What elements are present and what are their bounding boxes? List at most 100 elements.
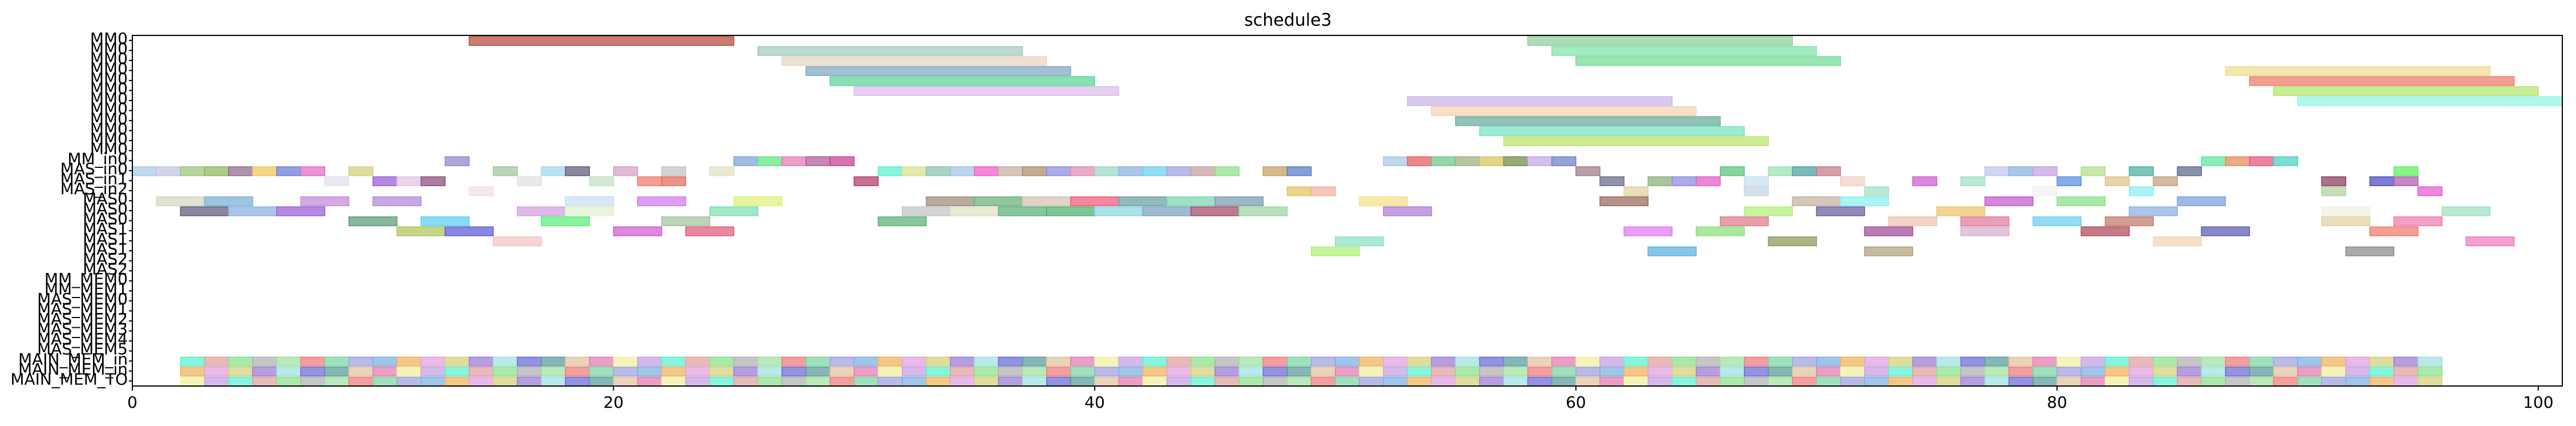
mem-bar bbox=[1720, 376, 1745, 387]
mem-bar bbox=[1503, 376, 1529, 387]
mem-bar bbox=[1118, 367, 1144, 377]
mem-bar bbox=[1599, 356, 1625, 367]
chart-title: schedule3 bbox=[1244, 10, 1332, 30]
mem-bar bbox=[637, 376, 662, 387]
y-tick-label: MM0 bbox=[90, 139, 128, 158]
task-bar bbox=[2321, 186, 2347, 196]
task-bar bbox=[396, 176, 422, 186]
mem-bar bbox=[252, 356, 277, 367]
mem-bar bbox=[805, 356, 831, 367]
mem-bar bbox=[1142, 356, 1168, 367]
mem-bar bbox=[1407, 376, 1432, 387]
mem-bar bbox=[1888, 356, 1913, 367]
task-bar bbox=[1864, 186, 1889, 196]
mem-bar bbox=[204, 356, 229, 367]
task-bar bbox=[2417, 186, 2443, 196]
mem-bar bbox=[1551, 367, 1577, 377]
task-bar bbox=[2393, 176, 2419, 186]
x-axis-ticks: 0 20 40 60 80 100 bbox=[127, 386, 2554, 412]
mem-bar bbox=[1744, 376, 1769, 387]
mem-bar bbox=[1286, 356, 1312, 367]
task-bar bbox=[950, 206, 999, 216]
task-bar bbox=[2321, 206, 2371, 216]
mem-bar bbox=[348, 376, 374, 387]
y-tick-label: MAIN_MEM_in bbox=[18, 349, 128, 368]
mem-bar bbox=[2393, 356, 2419, 367]
task-bar bbox=[2129, 166, 2154, 176]
task-bar bbox=[1335, 236, 1384, 247]
task-bar bbox=[1407, 156, 1432, 166]
mem-bar bbox=[2297, 356, 2322, 367]
mem-bar bbox=[1070, 376, 1095, 387]
task-bar bbox=[1647, 246, 1697, 256]
y-tick-label: MAS0 bbox=[83, 190, 128, 208]
mem-bar bbox=[589, 356, 614, 367]
mem-bar bbox=[1599, 376, 1625, 387]
task-bar bbox=[1046, 166, 1071, 176]
mem-bar bbox=[757, 376, 783, 387]
task-bar bbox=[589, 176, 614, 186]
task-bar bbox=[228, 166, 253, 176]
mem-bar bbox=[444, 356, 470, 367]
mem-bar bbox=[1262, 356, 1288, 367]
mem-bar bbox=[926, 356, 951, 367]
mem-bar bbox=[444, 367, 470, 377]
mem-bar bbox=[1527, 367, 1553, 377]
mem-bar bbox=[2129, 356, 2154, 367]
mem-bar bbox=[950, 376, 975, 387]
y-tick-label: MM0 bbox=[90, 89, 128, 108]
mem-bar bbox=[228, 356, 253, 367]
mem-bar bbox=[901, 356, 927, 367]
task-bar bbox=[1695, 226, 1745, 236]
mem-bar bbox=[468, 367, 494, 377]
mem-bar bbox=[998, 356, 1023, 367]
mem-bar bbox=[1383, 376, 1408, 387]
mem-bar bbox=[1094, 356, 1120, 367]
task-bar bbox=[1310, 246, 1360, 256]
mem-bar bbox=[2321, 376, 2347, 387]
plot-frame bbox=[132, 35, 2563, 387]
y-tick-label: MAS2 bbox=[83, 250, 128, 268]
y-tick-label: MAS_in0 bbox=[60, 159, 128, 178]
mem-bar bbox=[877, 356, 903, 367]
mem-bar bbox=[1407, 356, 1432, 367]
mem-bar bbox=[1431, 356, 1456, 367]
y-tick-label: MAS_MEM0 bbox=[37, 290, 128, 308]
y-tick-label: MAS1 bbox=[83, 239, 128, 258]
mem-bar bbox=[180, 367, 205, 377]
mem-bar bbox=[2249, 356, 2274, 367]
task-bar bbox=[1623, 226, 1673, 236]
mem-bar bbox=[2080, 356, 2106, 367]
mem-bar bbox=[348, 356, 374, 367]
task-bar bbox=[1479, 156, 1504, 166]
mem-bar bbox=[1503, 356, 1529, 367]
mem-bar bbox=[2345, 356, 2371, 367]
mem-bar bbox=[565, 376, 590, 387]
mem-bar bbox=[2153, 367, 2178, 377]
y-tick-label: MM_in0 bbox=[67, 149, 128, 168]
task-bar bbox=[156, 166, 181, 176]
task-bar bbox=[1479, 126, 1745, 136]
mem-bar bbox=[901, 367, 927, 377]
task-bar bbox=[877, 166, 903, 176]
task-bar bbox=[2129, 206, 2178, 216]
mem-bar bbox=[926, 367, 951, 377]
mem-bar bbox=[300, 367, 326, 377]
task-bar bbox=[1286, 166, 1312, 176]
task-bar bbox=[420, 216, 470, 227]
mem-bar bbox=[2273, 376, 2298, 387]
task-bar bbox=[565, 166, 590, 176]
mem-bar bbox=[1262, 376, 1288, 387]
mem-bar bbox=[950, 356, 975, 367]
task-bar bbox=[565, 196, 614, 206]
mem-bar bbox=[204, 376, 229, 387]
y-tick-label: MM0 bbox=[90, 99, 128, 118]
mem-bar bbox=[1936, 356, 1962, 367]
task-bar bbox=[1575, 166, 1601, 176]
task-bar bbox=[1551, 46, 1817, 56]
task-bar bbox=[1431, 106, 1697, 116]
task-bar bbox=[1864, 226, 1913, 236]
mem-bar bbox=[541, 367, 566, 377]
mem-bar bbox=[1455, 367, 1480, 377]
mem-bar bbox=[180, 356, 205, 367]
